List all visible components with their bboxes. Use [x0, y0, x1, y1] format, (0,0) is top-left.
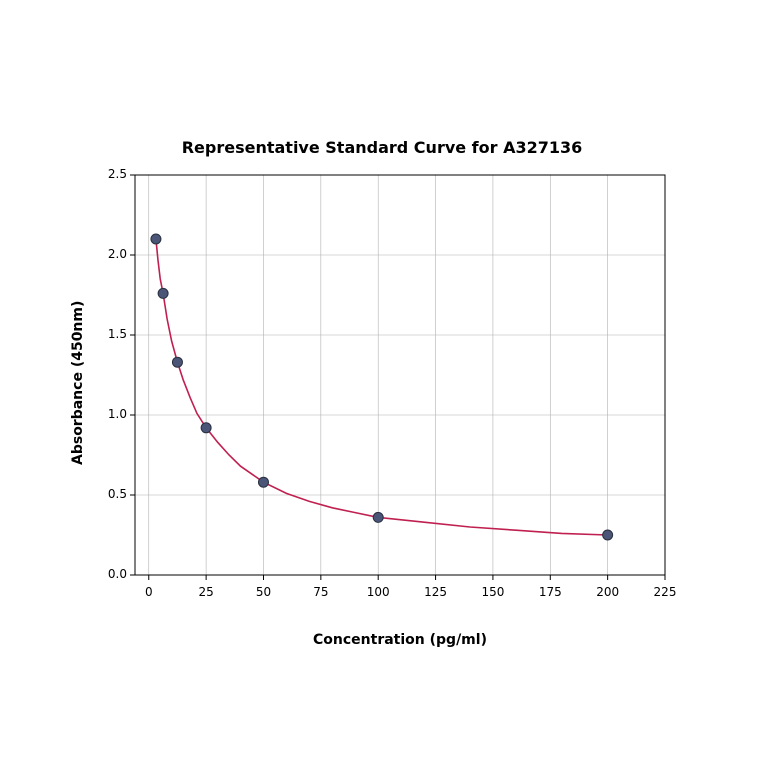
- y-tick-label: 2.5: [95, 167, 127, 181]
- chart-title: Representative Standard Curve for A32713…: [0, 138, 764, 157]
- x-tick-label: 50: [243, 585, 283, 599]
- y-tick-label: 0.0: [95, 567, 127, 581]
- x-tick-label: 175: [530, 585, 570, 599]
- y-tick-label: 1.5: [95, 327, 127, 341]
- x-tick-label: 75: [301, 585, 341, 599]
- chart-container: Representative Standard Curve for A32713…: [0, 0, 764, 764]
- x-tick-label: 200: [588, 585, 628, 599]
- x-tick-label: 125: [416, 585, 456, 599]
- y-axis-label: Absorbance (450nm): [70, 301, 86, 465]
- chart-svg: [0, 0, 764, 764]
- x-tick-label: 100: [358, 585, 398, 599]
- x-tick-label: 225: [645, 585, 685, 599]
- x-tick-label: 0: [129, 585, 169, 599]
- x-tick-label: 150: [473, 585, 513, 599]
- x-axis-label: Concentration (pg/ml): [300, 632, 500, 648]
- y-tick-label: 0.5: [95, 487, 127, 501]
- x-tick-label: 25: [186, 585, 226, 599]
- y-tick-label: 1.0: [95, 407, 127, 421]
- y-tick-label: 2.0: [95, 247, 127, 261]
